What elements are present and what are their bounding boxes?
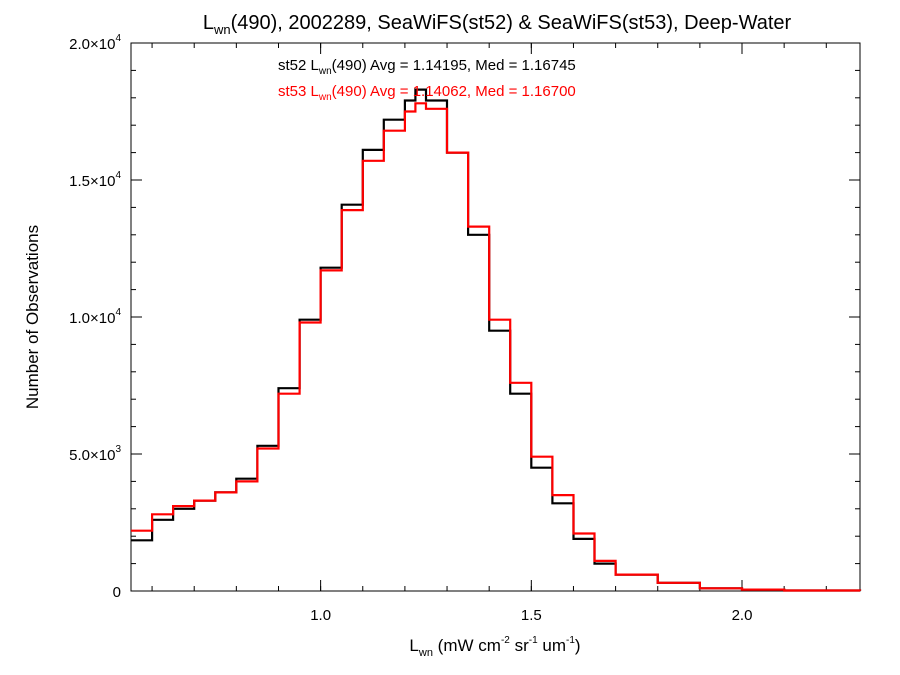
x-tick-label: 1.0: [310, 607, 331, 624]
x-tick-labels: 1.0 1.5 2.0: [310, 607, 752, 624]
y-tick-label: 0: [113, 584, 121, 601]
annotations: st52 Lwn(490) Avg = 1.14195, Med = 1.167…: [278, 57, 576, 103]
x-tick-label: 1.5: [521, 607, 542, 624]
y-tick-label: 2.0×104: [69, 33, 121, 53]
x-tick-label: 2.0: [732, 607, 753, 624]
y-tick-labels: 0 5.0×103 1.0×104 1.5×104 2.0×104: [69, 33, 121, 601]
series-layer: [131, 88, 862, 592]
y-tick-label: 5.0×103: [69, 444, 121, 464]
y-axis-label: Number of Observations: [23, 225, 42, 409]
y-tick-label: 1.0×104: [69, 307, 121, 327]
annotation-0: st52 Lwn(490) Avg = 1.14195, Med = 1.167…: [278, 57, 576, 77]
annotation-1: st53 Lwn(490) Avg = 1.14062, Med = 1.167…: [278, 83, 576, 103]
series-1-histogram: [131, 102, 862, 592]
y-tick-label: 1.5×104: [69, 170, 121, 190]
chart-title: Lwn(490), 2002289, SeaWiFS(st52) & SeaWi…: [203, 12, 792, 37]
x-axis-label: Lwn (mW cm-2 sr-1 um-1): [409, 635, 580, 659]
